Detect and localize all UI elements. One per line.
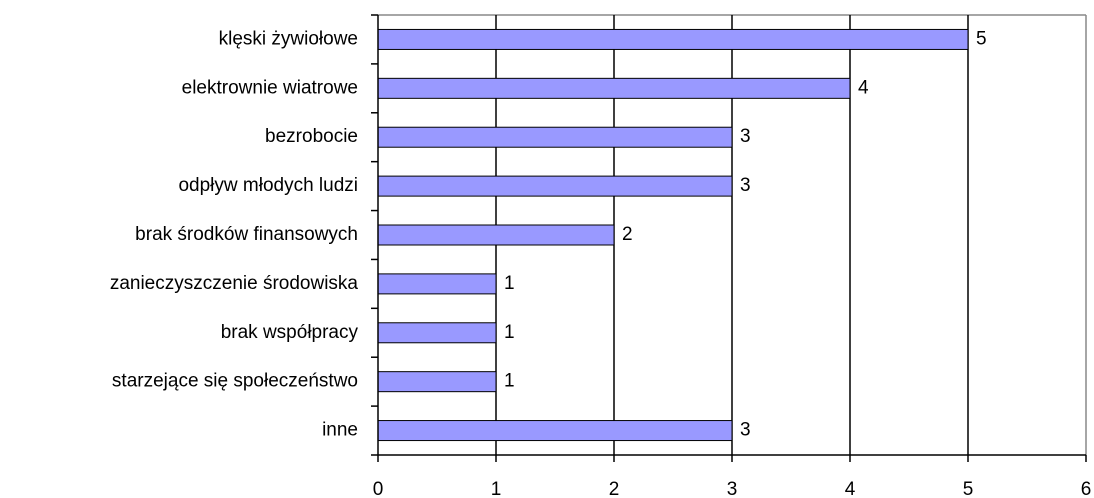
data-label: 1 xyxy=(504,273,515,294)
bar xyxy=(377,77,851,99)
x-tick-label: 4 xyxy=(845,479,856,498)
x-tick-label: 1 xyxy=(491,479,502,498)
data-label: 1 xyxy=(504,371,515,392)
data-label: 1 xyxy=(504,322,515,343)
bar xyxy=(377,126,733,148)
data-label: 4 xyxy=(858,77,869,98)
bar xyxy=(377,175,733,197)
bar xyxy=(377,28,969,50)
y-tick-label: zanieczyszczenie środowiska xyxy=(110,273,359,294)
data-label: 2 xyxy=(622,224,633,245)
y-tick-label: odpływ młodych ludzi xyxy=(178,175,358,196)
data-label: 3 xyxy=(740,126,751,147)
data-label: 3 xyxy=(740,420,751,441)
x-tick-label: 2 xyxy=(609,479,620,498)
bar xyxy=(377,420,733,442)
x-tick-label: 6 xyxy=(1081,479,1092,498)
bar xyxy=(377,322,497,344)
x-tick-label: 0 xyxy=(373,479,384,498)
x-tick-label: 3 xyxy=(727,479,738,498)
y-tick-label: inne xyxy=(322,420,358,441)
x-tick-label: 5 xyxy=(963,479,974,498)
y-tick-label: bezrobocie xyxy=(265,126,358,147)
y-tick-label: starzejące się społeczeństwo xyxy=(112,371,358,392)
bar xyxy=(377,273,497,295)
y-tick-label: klęski żywiołowe xyxy=(219,28,358,49)
data-label: 5 xyxy=(976,28,987,49)
bar xyxy=(377,371,497,393)
bar xyxy=(377,224,615,246)
data-label: 3 xyxy=(740,175,751,196)
y-tick-label: elektrownie wiatrowe xyxy=(182,77,358,98)
y-tick-label: brak współpracy xyxy=(221,322,359,343)
y-tick-label: brak środków finansowych xyxy=(135,224,358,245)
